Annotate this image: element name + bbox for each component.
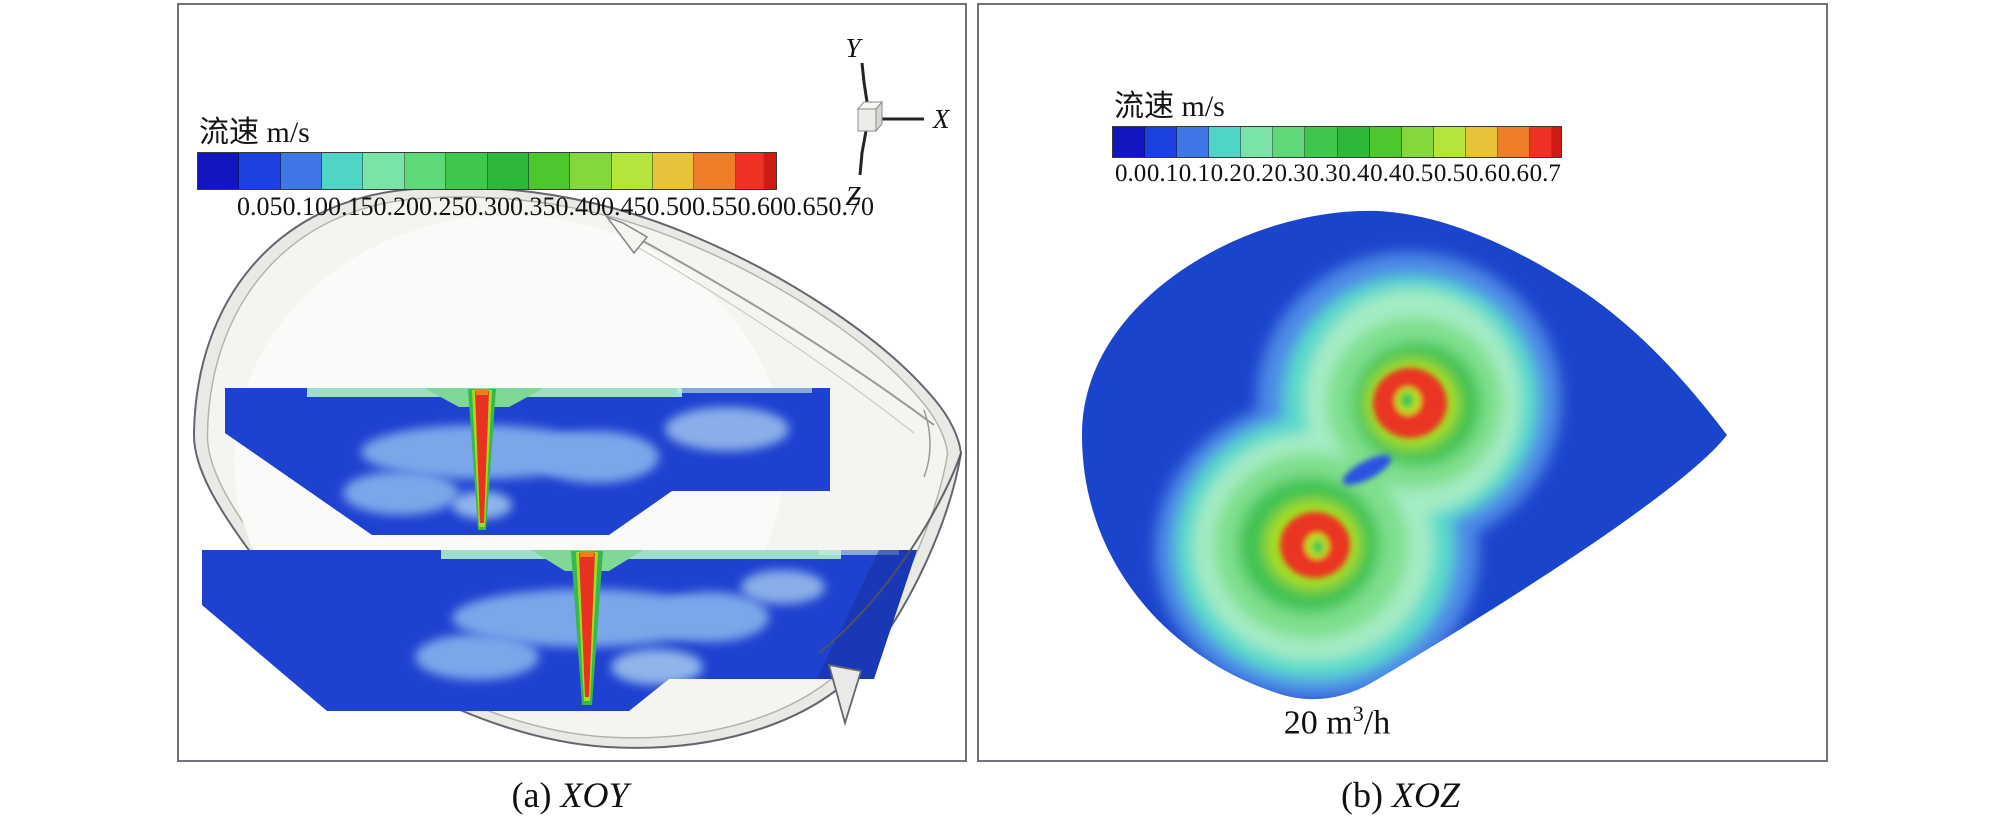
axis-origin-cube [856, 100, 884, 133]
caption-prefix: (a) [511, 775, 552, 815]
colorbar-tick: 0.4 [1338, 160, 1370, 187]
xoz-contour-graphic [1081, 210, 1727, 700]
flow-rate-base: 20 m [1283, 704, 1353, 742]
colorbar-tick: 0.6 [1497, 160, 1529, 187]
colorbar-tick: 0.15 [328, 192, 374, 221]
upper-jet [468, 389, 496, 530]
caption-view-label: XOZ [1391, 775, 1460, 815]
colorbar-tick: 0.0 [1115, 160, 1147, 187]
colorbar-segment [1530, 127, 1562, 157]
colorbar-segment [1113, 127, 1146, 157]
colorbar-tick: 0.70 [828, 192, 875, 221]
colorbar-tick: 0.6 [1465, 160, 1498, 187]
colorbar [197, 152, 777, 190]
colorbar-tick: 0.4 [1370, 160, 1402, 187]
colorbar-tick: 0.30 [464, 192, 511, 221]
caption-xoz: (b) XOZ [977, 774, 1824, 816]
colorbar-tick: 0.60 [737, 192, 784, 221]
colorbar-tick: 0.3 [1306, 160, 1338, 187]
tank-cone-edge [618, 227, 935, 426]
colorbar-segment [280, 153, 323, 189]
panel-xoy: 流速 m/s 0.05 0.10 0.15 0.20 0.25 0.30 0.35 0.40 0… [177, 3, 967, 762]
colorbar-tick: 0.5 [1433, 160, 1466, 187]
colorbar-tick: 0.2 [1242, 160, 1274, 187]
colorbar-segment [322, 153, 364, 189]
colorbar-tick: 0.2 [1210, 160, 1242, 187]
legend-title: 流速 m/s [1114, 90, 1225, 123]
colorbar-segment [404, 153, 447, 189]
upper-slice [225, 388, 830, 535]
axis-y-label: Y [845, 33, 863, 63]
colorbar-segment [1433, 127, 1466, 157]
xoz-contours [1155, 252, 1561, 700]
colorbar-segment [1177, 127, 1210, 157]
colorbar-segment [611, 153, 653, 189]
colorbar-tick: 0.05 [237, 192, 283, 221]
colorbar-tick: 0.7 [1529, 160, 1561, 187]
colorbar-tick: 0.55 [692, 192, 738, 221]
colorbar-tick-row: 0.0 0.1 0.1 0.2 0.2 0.3 0.3 0.4 0.4 0.5 0.5 0.6 0.6 0… [1112, 158, 1562, 188]
colorbar-segment [1273, 127, 1306, 157]
xoy-tank-contour-graphic [192, 186, 963, 749]
inter-jet-blue-streak [1342, 455, 1392, 485]
colorbar-tick: 0.25 [419, 192, 465, 221]
colorbar-tick: 0.10 [282, 192, 329, 221]
flow-rate-label: 20 m3/h [1227, 701, 1447, 742]
colorbar-tick: 0.45 [601, 192, 647, 221]
tank-creases [818, 409, 962, 727]
colorbar-segment [1369, 127, 1402, 157]
colorbar-tick: 0.35 [510, 192, 556, 221]
colorbar-tick: 0.40 [555, 192, 602, 221]
axis-triad: Y X Z [845, 33, 951, 211]
legend-xoy: 流速 m/s 0.05 0.10 0.15 0.20 0.25 0.30 0.35 0.40 0… [197, 116, 874, 222]
colorbar-tick: 0.20 [373, 192, 420, 221]
colorbar-segment [1337, 127, 1370, 157]
colorbar-segment [1241, 127, 1274, 157]
colorbar-tick: 0.5 [1402, 160, 1434, 187]
caption-prefix: (b) [1341, 775, 1383, 815]
colorbar-segment [446, 153, 488, 189]
colorbar-segment [487, 153, 529, 189]
colorbar-tick: 0.1 [1178, 160, 1211, 187]
caption-view-label: XOY [560, 775, 629, 815]
colorbar-segment [198, 153, 240, 189]
lower-slice [202, 550, 917, 711]
colorbar-segment [1497, 127, 1531, 157]
lower-jet [571, 551, 603, 705]
flow-rate-rest: /h [1363, 704, 1391, 742]
colorbar-segment [528, 153, 571, 189]
colorbar [1112, 126, 1562, 158]
caption-xoy: (a) XOY [177, 774, 963, 816]
flow-rate-sup: 3 [1352, 701, 1364, 726]
axis-z-label: Z [845, 181, 861, 211]
colorbar-segment [1209, 127, 1242, 157]
legend-title: 流速 m/s [199, 116, 310, 149]
colorbar-segment [652, 153, 695, 189]
colorbar-tick: 0.1 [1146, 160, 1179, 187]
colorbar-segment [694, 153, 736, 189]
colorbar-segment [363, 153, 405, 189]
tank-outlet-fin [827, 663, 863, 727]
colorbar-segment [239, 153, 281, 189]
axis-x-label: X [932, 104, 951, 134]
axis-z-line [858, 130, 868, 176]
colorbar-tick-row: 0.05 0.10 0.15 0.20 0.25 0.30 0.35 0.40 0.45 0.50… [197, 190, 874, 222]
axis-y-line [860, 62, 869, 103]
panel-xoz: 流速 m/s 0.0 0.1 0.1 0.2 0.2 0.3 0.3 0.4 0.4 0.5 0.5… [977, 3, 1828, 762]
colorbar-segment [1145, 127, 1178, 157]
tank-notch [604, 215, 649, 255]
colorbar-segment [570, 153, 612, 189]
colorbar-segment [1401, 127, 1434, 157]
legend-xoz: 流速 m/s 0.0 0.1 0.1 0.2 0.2 0.3 0.3 0.4 0.4 0.5 0.5… [1112, 91, 1562, 188]
colorbar-tick: 0.50 [646, 192, 693, 221]
colorbar-segment [735, 153, 777, 189]
colorbar-segment [1305, 127, 1338, 157]
colorbar-tick: 0.3 [1274, 160, 1306, 187]
colorbar-tick: 0.65 [783, 192, 829, 221]
colorbar-segment [1465, 127, 1498, 157]
